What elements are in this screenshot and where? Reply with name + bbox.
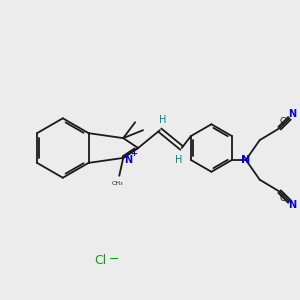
Text: N: N (241, 155, 250, 165)
Text: C: C (279, 117, 286, 126)
Text: CH₃: CH₃ (112, 181, 123, 186)
Text: H: H (159, 115, 167, 125)
Text: Cl: Cl (94, 254, 106, 268)
Text: −: − (109, 253, 120, 266)
Text: +: + (130, 149, 137, 158)
Text: C: C (279, 194, 286, 202)
Text: N: N (124, 155, 132, 165)
Text: N: N (288, 200, 296, 211)
Text: N: N (288, 109, 296, 119)
Text: H: H (175, 155, 182, 165)
